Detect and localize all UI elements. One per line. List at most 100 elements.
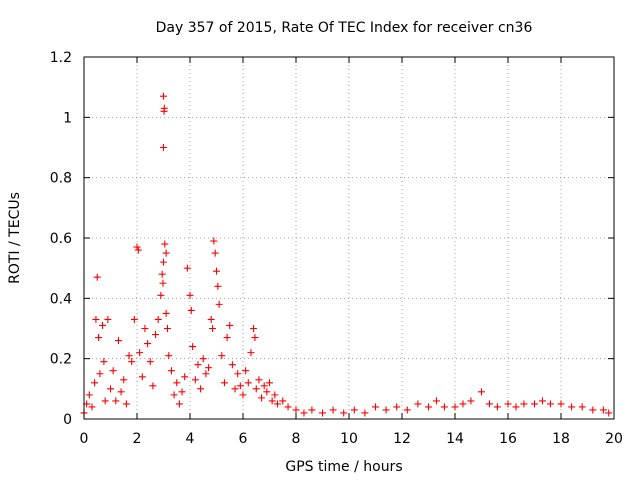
data-point: [167, 367, 175, 375]
data-point: [260, 382, 268, 390]
data-point: [226, 321, 234, 329]
data-point: [478, 388, 485, 396]
data-point: [125, 352, 133, 360]
data-point: [512, 403, 520, 411]
data-point: [163, 325, 171, 332]
data-point: [178, 388, 186, 396]
data-point: [162, 249, 170, 257]
data-point: [85, 391, 93, 399]
y-tick-label: 0.6: [50, 231, 72, 247]
x-tick-label: 0: [80, 431, 89, 447]
data-point: [170, 391, 178, 399]
data-point: [95, 334, 103, 342]
data-point: [250, 325, 258, 332]
data-point: [93, 273, 101, 281]
data-point: [100, 358, 108, 366]
data-point: [141, 325, 149, 332]
data-point: [189, 343, 197, 351]
data-point: [157, 291, 165, 299]
data-point: [459, 400, 467, 408]
data-point: [92, 315, 100, 323]
data-point: [154, 315, 162, 323]
data-point: [134, 246, 142, 254]
x-tick-label: 6: [239, 431, 248, 447]
data-point: [107, 385, 114, 393]
data-point: [210, 237, 218, 245]
chart-title: Day 357 of 2015, Rate Of TEC Index for r…: [156, 20, 533, 36]
data-point: [239, 391, 247, 399]
data-point: [234, 370, 242, 378]
x-axis: 0 2 4 6 8 10 12 14 16 18 20: [80, 57, 623, 447]
data-point: [242, 367, 250, 375]
y-axis-label: ROTI / TECUs: [7, 192, 23, 284]
data-point: [244, 379, 252, 387]
data-point: [329, 406, 337, 414]
data-point: [568, 403, 576, 411]
data-point: [109, 367, 117, 375]
data-point: [160, 104, 168, 112]
data-point: [187, 306, 195, 314]
data-point: [114, 337, 122, 345]
data-point: [130, 315, 138, 323]
data-point: [214, 282, 222, 290]
x-tick-label: 14: [446, 431, 464, 447]
data-point: [199, 355, 207, 363]
data-point: [191, 376, 199, 384]
x-tick-label: 18: [552, 431, 570, 447]
data-point: [258, 394, 266, 402]
data-point: [207, 315, 215, 323]
data-point: [183, 264, 191, 272]
x-tick-label: 20: [605, 431, 623, 447]
data-point: [504, 400, 512, 408]
data-point: [340, 409, 348, 417]
data-point: [467, 397, 475, 405]
data-point: [485, 400, 493, 408]
data-point: [393, 403, 401, 411]
data-point: [160, 144, 167, 151]
data-point: [271, 391, 279, 399]
data-point: [120, 376, 128, 384]
data-point: [122, 400, 130, 408]
data-point: [432, 397, 440, 405]
data-point: [158, 270, 166, 278]
data-point: [493, 403, 501, 411]
data-point: [425, 403, 432, 411]
data-point: [88, 403, 96, 411]
data-point: [440, 403, 448, 411]
data-point: [194, 361, 202, 369]
data-point: [160, 92, 167, 100]
y-axis: 0 0.2 0.4 0.6 0.8 1 1.2: [50, 50, 614, 428]
x-tick-label: 2: [133, 431, 142, 447]
data-point: [292, 406, 300, 414]
data-point: [223, 334, 231, 342]
data-point: [589, 406, 597, 414]
data-point: [136, 349, 144, 357]
y-tick-label: 0.4: [50, 291, 72, 307]
data-point: [209, 325, 217, 332]
data-point: [247, 349, 255, 357]
data-point: [101, 397, 109, 405]
data-point: [605, 409, 613, 417]
data-point: [162, 309, 170, 317]
data-point: [96, 370, 104, 378]
data-point: [112, 397, 120, 405]
data-point: [104, 315, 112, 323]
data-point: [144, 340, 152, 348]
data-point: [197, 385, 205, 393]
x-tick-label: 12: [393, 431, 411, 447]
data-point: [160, 258, 167, 266]
data-point: [218, 352, 226, 360]
data-point: [149, 382, 157, 390]
data-point: [251, 334, 259, 342]
data-point: [538, 397, 546, 405]
data-point: [308, 406, 316, 414]
data-point: [205, 364, 213, 372]
data-point: [152, 331, 160, 339]
y-tick-label: 0: [63, 412, 72, 428]
y-tick-label: 1.2: [50, 50, 72, 66]
data-point: [159, 279, 167, 287]
data-point: [220, 379, 228, 387]
data-point: [557, 400, 565, 408]
data-point: [173, 379, 181, 387]
